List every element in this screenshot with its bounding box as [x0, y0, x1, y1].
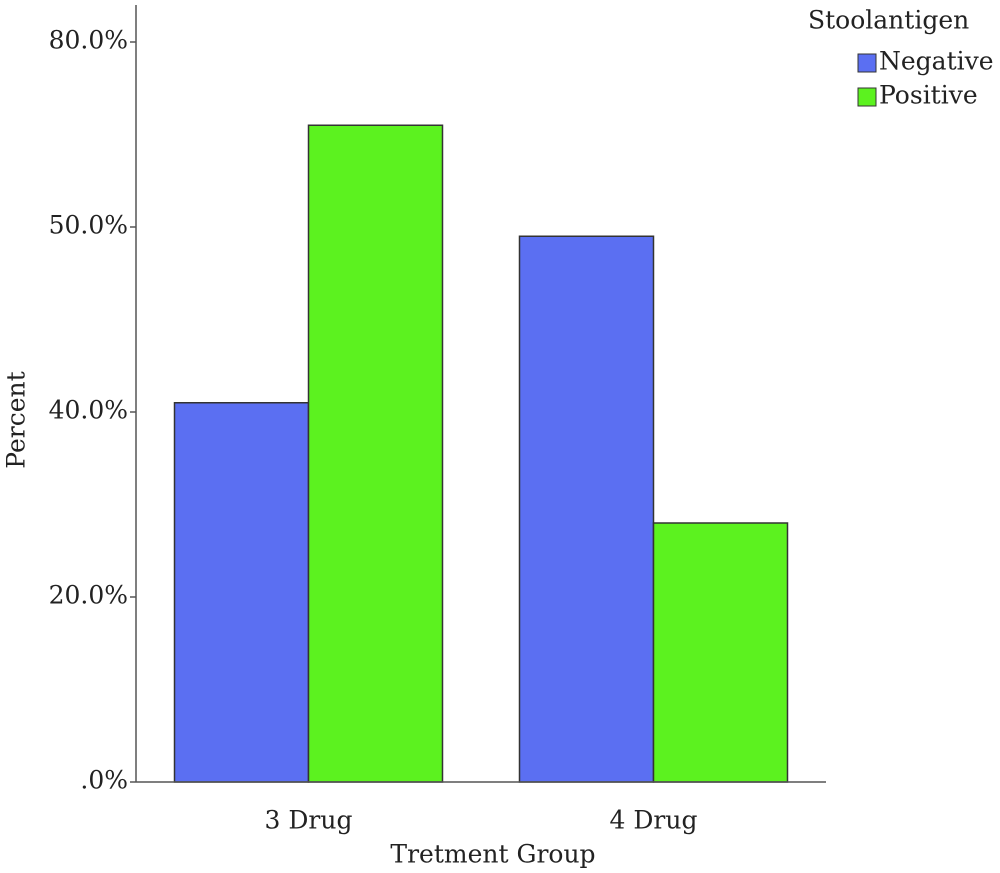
y-tick-label: .0%	[80, 766, 128, 795]
legend-title: Stoolantigen	[808, 6, 969, 35]
y-tick-label: 80.0%	[49, 26, 128, 55]
bar	[518, 235, 655, 783]
y-tick-label: 50.0%	[49, 211, 128, 240]
legend-swatch	[857, 87, 877, 107]
x-tick-label: 4 Drug	[610, 806, 698, 835]
bar	[173, 402, 310, 783]
x-axis-title: Tretment Group	[390, 840, 595, 869]
legend-label: Negative	[879, 47, 994, 76]
y-tick-label: 20.0%	[49, 581, 128, 610]
legend-swatch	[857, 53, 877, 73]
y-tick-label: 40.0%	[49, 396, 128, 425]
bar	[307, 124, 444, 783]
y-axis-title: Percent	[2, 371, 31, 468]
x-tick-label: 3 Drug	[265, 806, 353, 835]
legend-label: Positive	[879, 81, 978, 110]
bar	[652, 522, 789, 783]
